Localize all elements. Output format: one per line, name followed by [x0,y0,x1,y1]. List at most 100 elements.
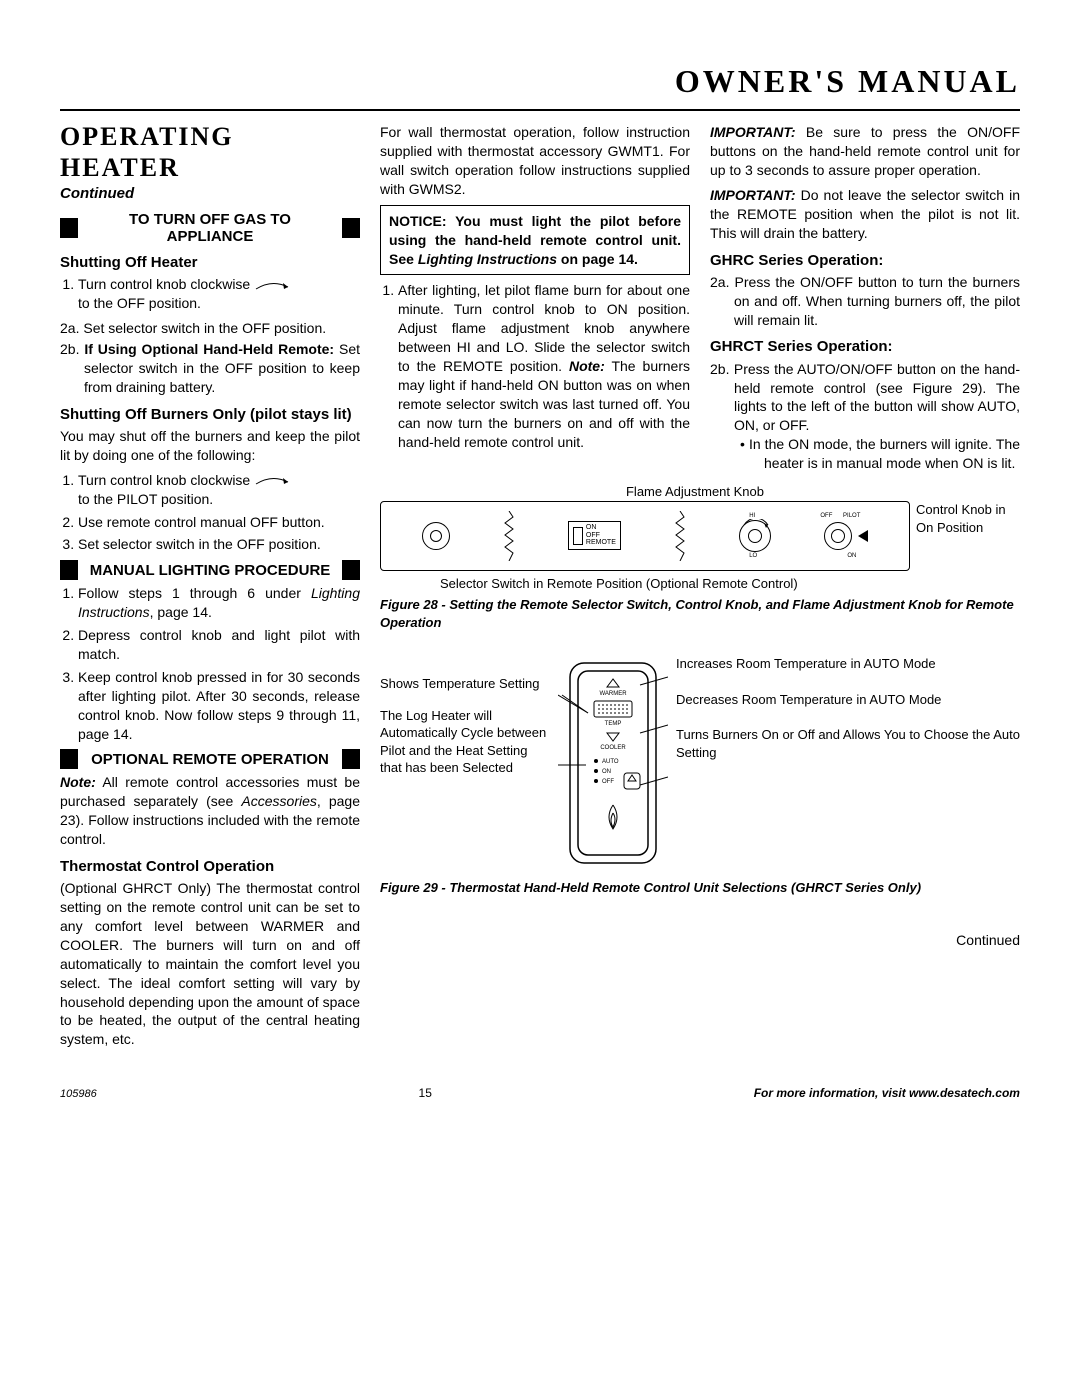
section-optional-remote: OPTIONAL REMOTE OPERATION [60,749,360,769]
list-2a2b: 2a. Set selector switch in the OFF posit… [60,319,360,397]
svg-text:AUTO: AUTO [602,759,619,765]
footer-url: For more information, visit www.desatech… [754,1085,1020,1101]
column-2: For wall thermostat operation, follow in… [380,123,690,473]
label: WARMER [599,691,627,697]
list-item: Turn control knob clockwise to the PILOT… [78,471,360,509]
bar-icon [60,749,78,769]
text: to the PILOT position. [78,491,213,507]
list-ghrc: 2a. Press the ON/OFF button to turn the … [710,273,1020,330]
subhead-ghrct: GHRCT Series Operation: [710,337,1020,357]
page-title: OWNER'S MANUAL [60,60,1020,111]
fig29-right-labels: Increases Room Temperature in AUTO Mode … [676,655,1020,779]
fig28-panel: ON OFF REMOTE HI [380,501,910,571]
list-item: After lighting, let pilot flame burn for… [398,281,690,451]
text: Follow steps 1 through 6 under [78,585,311,601]
text: Turns Burners On or Off and Allows You t… [676,726,1020,761]
heading-operating: OPERATING [60,123,360,152]
label: LO [749,552,757,560]
label: ON [847,552,856,560]
text: Increases Room Temperature in AUTO Mode [676,655,1020,673]
paragraph: You may shut off the burners and keep th… [60,427,360,465]
continued-footer: Continued [380,931,1020,950]
notice-box: NOTICE: You must light the pilot before … [380,205,690,276]
text: IMPORTANT: [710,124,796,140]
svg-text:TEMP: TEMP [605,721,622,727]
list-item: 2b. Press the AUTO/ON/OFF button on the … [710,360,1020,436]
text: The Log Heater will Automatically Cycle … [380,707,550,777]
text: Decreases Room Temperature in AUTO Mode [676,691,1020,709]
section-manual-lighting: MANUAL LIGHTING PROCEDURE [60,560,360,580]
page-footer: 105986 15 For more information, visit ww… [60,1085,1020,1101]
text: on page 14. [557,251,638,267]
section-title: TO TURN OFF GAS TO APPLIANCE [84,211,336,246]
upper-right-cols: For wall thermostat operation, follow in… [380,123,1020,473]
text: , page 14. [150,604,212,620]
figure-29: Shows Temperature Setting The Log Heater… [380,655,1020,875]
fig28-bottom-label: Selector Switch in Remote Position (Opti… [440,575,1020,593]
column-3: IMPORTANT: Be sure to press the ON/OFF b… [710,123,1020,473]
on-knob-icon [824,522,852,550]
fig28-top-label: Flame Adjustment Knob [480,483,910,501]
list-item: • In the ON mode, the burners will ignit… [740,435,1020,473]
control-knob-icon [739,520,771,552]
bar-icon [342,560,360,580]
text: Turn control knob clockwise [78,276,250,292]
list-shutoff: Turn control knob clockwise to the OFF p… [60,275,360,313]
paragraph: For wall thermostat operation, follow in… [380,123,690,199]
label: OFF [586,532,616,540]
label: ON [586,524,616,532]
text: Note: [569,358,605,374]
column-1: OPERATING HEATER Continued TO TURN OFF G… [60,123,360,1055]
section-title: OPTIONAL REMOTE OPERATION [84,751,336,768]
list-manual-lighting: Follow steps 1 through 6 under Lighting … [60,584,360,743]
footer-page: 15 [419,1085,432,1101]
subhead-burners-only: Shutting Off Burners Only (pilot stays l… [60,405,360,425]
flame-knob-icon [422,522,450,550]
list-burners: Turn control knob clockwise to the PILOT… [60,471,360,555]
fig28-right-label: Control Knob in On Position [910,483,1020,571]
selector-switch-icon: ON OFF REMOTE [568,521,621,550]
triangle-icon [858,530,868,542]
text: On Position [916,519,1020,537]
list-item: Set selector switch in the OFF position. [78,535,360,554]
paragraph: IMPORTANT: Be sure to press the ON/OFF b… [710,123,1020,180]
svg-text:ON: ON [602,769,611,775]
zigzag-icon [503,511,515,561]
text: Control Knob in [916,501,1020,519]
text: Note: [60,774,96,790]
label: OFF [820,512,832,520]
heading-heater: HEATER [60,154,360,183]
list-after-lighting: After lighting, let pilot flame burn for… [380,281,690,451]
text: Accessories [241,793,316,809]
control-knob-group: HI LO [739,520,771,552]
bar-icon [60,218,78,238]
label: REMOTE [586,539,616,547]
list-item: Use remote control manual OFF button. [78,513,360,532]
zigzag-icon [674,511,686,561]
text: to the OFF position. [78,295,201,311]
fig28-caption: Figure 28 - Setting the Remote Selector … [380,596,1020,631]
clockwise-arrow-icon [254,279,294,293]
bar-icon [60,560,78,580]
list-item: Follow steps 1 through 6 under Lighting … [78,584,360,622]
text: If Using Optional Hand-Held Remote: [84,341,334,357]
subhead-thermostat-control: Thermostat Control Operation [60,857,360,877]
section-title: MANUAL LIGHTING PROCEDURE [84,562,336,579]
list-ghrct: 2b. Press the AUTO/ON/OFF button on the … [710,360,1020,436]
list-item: 2a. Press the ON/OFF button to turn the … [710,273,1020,330]
text: IMPORTANT: [710,187,796,203]
svg-text:COOLER: COOLER [600,745,626,751]
clockwise-arrow-icon [254,474,294,488]
bar-icon [342,749,360,769]
paragraph: Note: All remote control accessories mus… [60,773,360,849]
paragraph: (Optional GHRCT Only) The thermostat con… [60,879,360,1049]
text: Lighting Instructions [418,251,557,267]
fig29-caption: Figure 29 - Thermostat Hand-Held Remote … [380,879,1020,897]
footer-docnum: 105986 [60,1087,97,1102]
paragraph: IMPORTANT: Do not leave the selector swi… [710,186,1020,243]
text: 2b. [60,341,84,357]
list-item: 2a. Set selector switch in the OFF posit… [60,319,360,338]
list-ghrct-sub: • In the ON mode, the burners will ignit… [710,435,1020,473]
right-side: For wall thermostat operation, follow in… [380,123,1020,1055]
continued-label: Continued [60,184,360,204]
